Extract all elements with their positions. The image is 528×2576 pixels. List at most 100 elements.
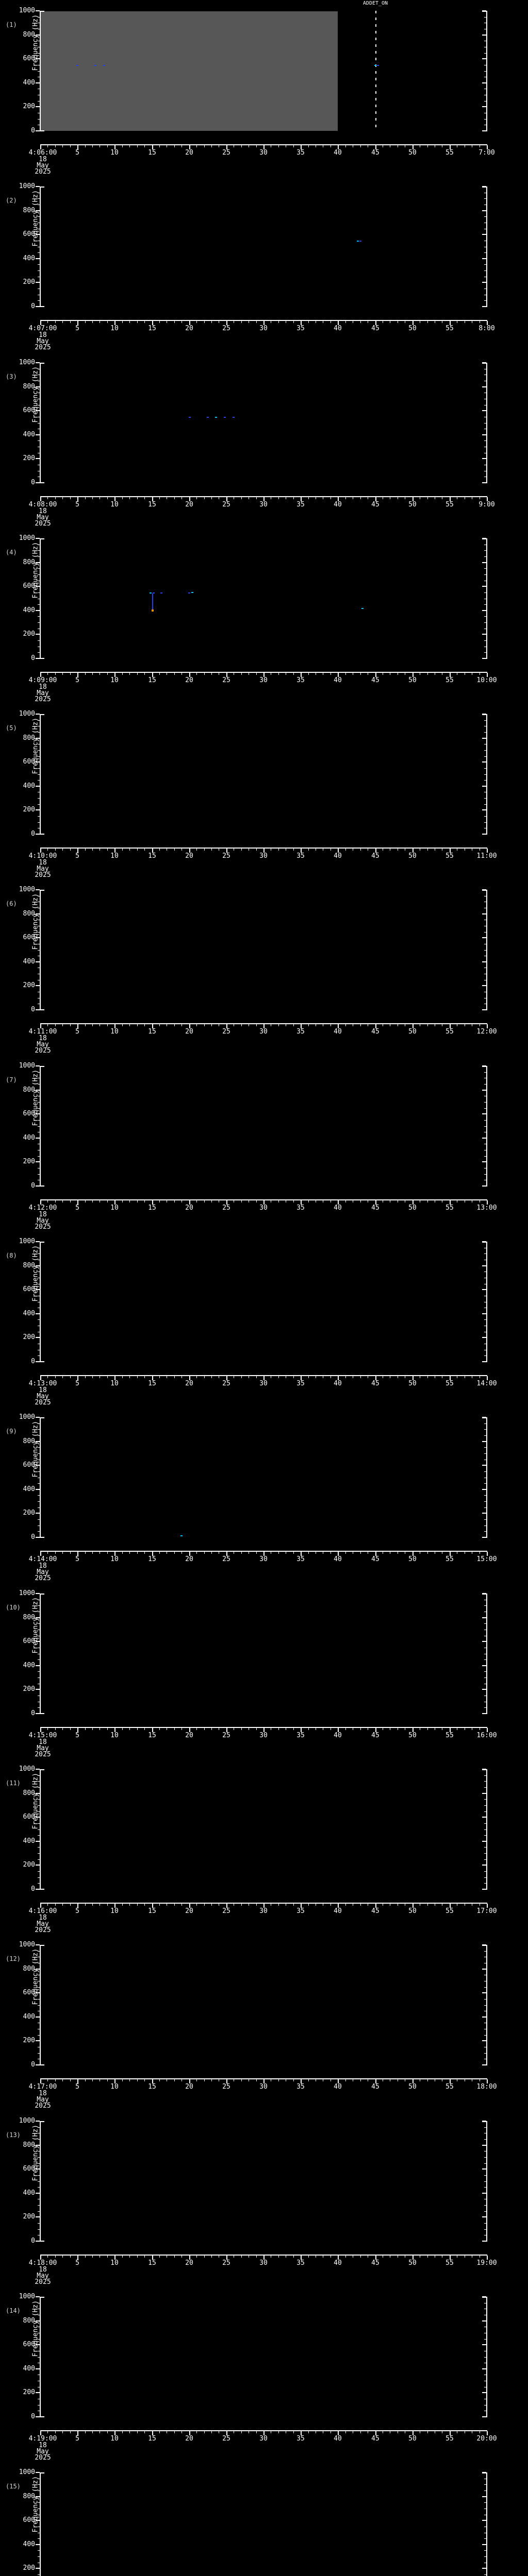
x-major-tick xyxy=(263,673,265,677)
y-tick-label: 400 xyxy=(23,2013,35,2021)
x-minor-tick xyxy=(70,2079,71,2081)
spectrogram-panel: 0 200 400 600 800 1000 Frequency (Hz) (9) 5 10 15 2… xyxy=(0,1406,528,1583)
y-tick-label: 600 xyxy=(23,2165,35,2173)
y-minor-tick xyxy=(38,1126,40,1127)
y-axis-end-cap xyxy=(482,2297,486,2298)
y-major-tick xyxy=(482,937,486,938)
y-minor-tick xyxy=(38,1871,40,1872)
y-minor-tick xyxy=(38,1447,40,1448)
x-tick-label: 10 xyxy=(110,1907,119,1915)
y-axis-left xyxy=(40,538,41,659)
y-minor-tick xyxy=(484,198,486,199)
y-axis-end-cap xyxy=(482,1594,486,1595)
y-minor-tick xyxy=(38,932,40,933)
x-minor-tick xyxy=(256,1728,257,1730)
y-axis-end-cap xyxy=(40,1945,44,1946)
x-major-tick xyxy=(412,145,414,149)
x-major-tick xyxy=(226,1552,227,1556)
x-major-tick xyxy=(412,673,414,677)
x-axis xyxy=(40,1903,487,1904)
x-minor-tick xyxy=(159,1728,160,1730)
x-minor-tick xyxy=(196,2079,197,2081)
y-minor-tick xyxy=(484,1253,486,1254)
x-minor-tick xyxy=(345,849,346,851)
x-minor-tick xyxy=(278,1200,279,1202)
x-tick-label: 55 xyxy=(446,149,454,157)
x-major-tick xyxy=(263,1552,265,1556)
x-minor-tick xyxy=(47,497,48,499)
x-minor-tick xyxy=(174,2079,175,2081)
x-tick-label: 50 xyxy=(408,676,417,684)
x-minor-tick xyxy=(144,1376,145,1378)
y-minor-tick xyxy=(38,720,40,721)
x-tick-label: 45 xyxy=(371,852,380,860)
y-tick-label: 600 xyxy=(23,1110,35,1117)
y-tick-label: 800 xyxy=(23,2493,35,2500)
x-minor-tick xyxy=(92,849,93,851)
detection-point xyxy=(180,1535,183,1536)
y-minor-tick xyxy=(38,1072,40,1073)
y-major-tick xyxy=(36,106,40,107)
y-minor-tick xyxy=(38,1429,40,1430)
y-tick-label: 800 xyxy=(23,1965,35,1973)
end-time-label: 10:00 xyxy=(476,676,497,684)
y-minor-tick xyxy=(38,616,40,617)
x-minor-tick xyxy=(196,497,197,499)
x-tick-label: 5 xyxy=(75,1028,79,1036)
x-minor-tick xyxy=(47,849,48,851)
x-minor-tick xyxy=(55,145,56,147)
x-tick-label: 20 xyxy=(185,1028,193,1036)
x-tick-label: 20 xyxy=(185,676,193,684)
y-tick-label: 1000 xyxy=(19,2468,35,2476)
y-major-tick xyxy=(36,985,40,986)
x-minor-tick xyxy=(241,2256,242,2258)
y-axis-end-cap xyxy=(40,834,44,835)
panel-index-label: (4) xyxy=(6,549,17,556)
y-major-tick xyxy=(36,2392,40,2393)
y-minor-tick xyxy=(38,1623,40,1624)
x-minor-tick xyxy=(278,2079,279,2081)
x-minor-tick xyxy=(278,2256,279,2258)
y-minor-tick xyxy=(38,750,40,751)
x-major-tick xyxy=(40,1024,41,1028)
x-major-tick xyxy=(412,1552,414,1556)
x-major-tick xyxy=(77,1200,78,1205)
x-minor-tick xyxy=(174,1376,175,1378)
date-label: 2025 xyxy=(35,520,51,528)
y-minor-tick xyxy=(484,1102,486,1103)
y-major-tick xyxy=(36,889,40,890)
y-minor-tick xyxy=(484,1951,486,1952)
x-minor-tick xyxy=(144,1552,145,1554)
y-major-tick xyxy=(482,2216,486,2217)
y-axis-end-cap xyxy=(40,306,44,307)
x-major-tick xyxy=(77,1904,78,1908)
y-minor-tick xyxy=(38,17,40,18)
y-major-tick xyxy=(482,1337,486,1338)
y-major-tick xyxy=(36,1185,40,1187)
x-minor-tick xyxy=(278,2431,279,2433)
y-minor-tick xyxy=(484,2005,486,2006)
x-major-tick xyxy=(338,2256,339,2260)
x-major-tick xyxy=(375,1376,376,1380)
x-tick-label: 5 xyxy=(75,2435,79,2443)
x-minor-tick xyxy=(55,1904,56,1906)
x-major-tick xyxy=(412,1200,414,1205)
y-major-tick xyxy=(36,1665,40,1666)
y-axis-right xyxy=(486,1945,487,2065)
spectrogram-panel: 0 200 400 600 800 1000 Frequency (Hz) (13) 5 10 15… xyxy=(0,2110,528,2286)
y-tick-label: 1000 xyxy=(19,7,35,14)
x-major-tick xyxy=(301,1200,302,1205)
x-tick-label: 25 xyxy=(222,2083,230,2091)
y-tick-label: 200 xyxy=(23,1509,35,1517)
x-minor-tick xyxy=(55,673,56,675)
x-minor-tick xyxy=(92,1904,93,1906)
y-tick-label: 800 xyxy=(23,1086,35,1094)
x-major-tick xyxy=(189,321,190,325)
y-axis-end-cap xyxy=(482,1066,486,1067)
y-minor-tick xyxy=(484,1847,486,1848)
date-label: 18 xyxy=(39,2266,47,2274)
x-minor-tick xyxy=(129,497,130,499)
y-major-tick xyxy=(482,961,486,962)
